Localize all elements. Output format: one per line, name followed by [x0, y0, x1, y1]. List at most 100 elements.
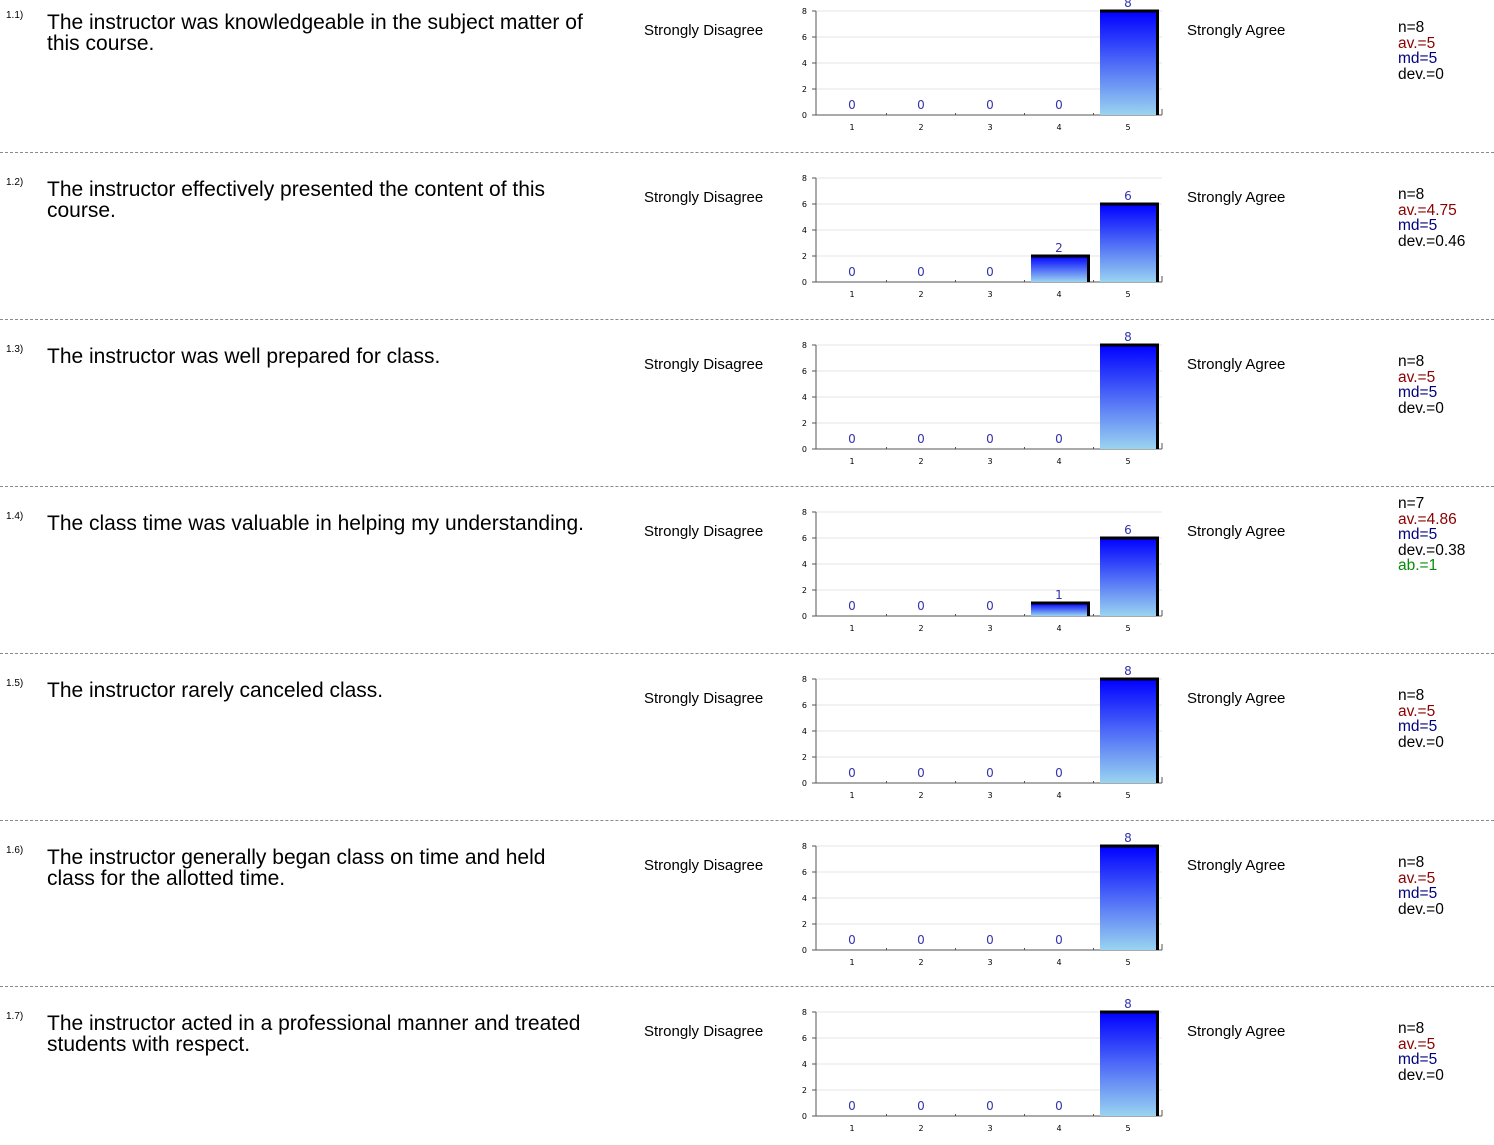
bar-value-label: 8: [1124, 664, 1132, 678]
scale-right-label: Strongly Agree: [1187, 690, 1286, 707]
y-tick-label: 6: [802, 1034, 807, 1043]
x-tick-label: 5: [1125, 958, 1130, 967]
bar-value-label: 0: [917, 766, 925, 780]
scale-left-label: Strongly Disagree: [644, 1023, 764, 1040]
question-number: 1.6): [6, 845, 24, 856]
x-tick-label: 1: [849, 1124, 854, 1133]
scale-left-label: Strongly Disagree: [644, 22, 764, 39]
separator: [0, 319, 1494, 320]
bar-value-label: 0: [1055, 766, 1063, 780]
bar: [1100, 846, 1156, 950]
question-row: 1.3) The instructor was well prepared fo…: [0, 330, 1494, 501]
scale-right-label: Strongly Agree: [1187, 857, 1286, 874]
x-tick-label: 5: [1125, 290, 1130, 299]
stat-deviation: dev.=0.38: [1398, 541, 1466, 559]
x-tick-label: 1: [849, 791, 854, 800]
scale-left-label: Strongly Disagree: [644, 690, 764, 707]
scale-left-label: Strongly Disagree: [644, 189, 764, 206]
y-tick-label: 2: [802, 1086, 807, 1095]
y-tick-label: 8: [802, 842, 807, 851]
bar-value-label: 0: [1055, 432, 1063, 446]
scale-right-label: Strongly Agree: [1187, 356, 1286, 373]
bar: [1100, 345, 1156, 449]
x-tick-label: 3: [987, 457, 992, 466]
x-tick-label: 5: [1125, 123, 1130, 132]
stat-average: av.=5: [1398, 368, 1436, 386]
bar-value-label: 6: [1124, 523, 1132, 537]
x-tick-label: 3: [987, 791, 992, 800]
x-tick-label: 4: [1056, 457, 1061, 466]
stats-block: n=8 av.=5 md=5 dev.=0: [1398, 855, 1444, 917]
x-tick-label: 1: [849, 290, 854, 299]
bar-value-label: 8: [1124, 831, 1132, 845]
stat-deviation: dev.=0.46: [1398, 232, 1466, 250]
scale-right-label: Strongly Agree: [1187, 523, 1286, 540]
x-tick-label: 5: [1125, 624, 1130, 633]
x-tick-label: 2: [918, 958, 923, 967]
x-tick-label: 2: [918, 290, 923, 299]
question-number: 1.7): [6, 1011, 24, 1022]
y-tick-label: 0: [802, 1112, 807, 1121]
bar-chart: 0 2 4 6 8 0 1 0 2 0 3 0 4 8 5: [802, 997, 1163, 1133]
x-tick-label: 5: [1125, 1124, 1130, 1133]
bar-value-label: 0: [917, 98, 925, 112]
bar-value-label: 0: [917, 599, 925, 613]
bar-value-label: 0: [986, 933, 994, 947]
y-tick-label: 6: [802, 868, 807, 877]
x-tick-label: 1: [849, 958, 854, 967]
x-tick-label: 3: [987, 958, 992, 967]
bar-chart: 0 2 4 6 8 0 1 0 2 0 3 0 4 8 5: [802, 664, 1163, 800]
y-tick-label: 0: [802, 946, 807, 955]
bar-value-label: 0: [986, 265, 994, 279]
bar-value-label: 6: [1124, 189, 1132, 203]
y-tick-label: 4: [802, 1060, 807, 1069]
bar-value-label: 0: [917, 933, 925, 947]
stat-median: md=5: [1398, 384, 1438, 401]
question-text: The class time was valuable in helping m…: [47, 512, 584, 535]
x-tick-label: 3: [987, 624, 992, 633]
x-tick-label: 1: [849, 624, 854, 633]
x-tick-label: 4: [1056, 123, 1061, 132]
bar-value-label: 2: [1055, 241, 1063, 255]
question-number: 1.1): [6, 10, 24, 21]
y-tick-label: 8: [802, 174, 807, 183]
stat-deviation: dev.=0: [1398, 900, 1444, 918]
question-text: The instructor acted in a professional m…: [47, 1012, 581, 1056]
bar: [1100, 538, 1156, 616]
bar: [1100, 204, 1156, 282]
x-tick-label: 3: [987, 1124, 992, 1133]
y-tick-label: 6: [802, 33, 807, 42]
stat-median: md=5: [1398, 885, 1438, 902]
stat-n: n=8: [1398, 353, 1425, 370]
y-tick-label: 2: [802, 586, 807, 595]
x-tick-label: 4: [1056, 290, 1061, 299]
bar-chart: 0 2 4 6 8 0 1 0 2 0 3 2 4 6 5: [802, 174, 1163, 299]
bar-value-label: 0: [986, 1099, 994, 1113]
y-tick-label: 4: [802, 727, 807, 736]
bar-value-label: 0: [848, 599, 856, 613]
y-tick-label: 4: [802, 59, 807, 68]
y-tick-label: 8: [802, 675, 807, 684]
y-tick-label: 6: [802, 200, 807, 209]
stat-average: av.=4.75: [1398, 201, 1457, 219]
x-tick-label: 1: [849, 123, 854, 132]
y-tick-label: 2: [802, 419, 807, 428]
question-row: 1.5) The instructor rarely canceled clas…: [0, 664, 1494, 835]
scale-left-label: Strongly Disagree: [644, 356, 764, 373]
stat-average: av.=5: [1398, 869, 1436, 887]
bar-value-label: 0: [917, 1099, 925, 1113]
y-tick-label: 2: [802, 753, 807, 762]
bar-chart: 0 2 4 6 8 0 1 0 2 0 3 0 4 8 5: [802, 0, 1163, 132]
stats-block: n=7 av.=4.86 md=5 dev.=0.38 ab.=1: [1398, 496, 1465, 574]
bar: [1031, 256, 1087, 282]
bar-value-label: 0: [986, 98, 994, 112]
scale-right-label: Strongly Agree: [1187, 22, 1286, 39]
question-text: The instructor rarely canceled class.: [47, 679, 384, 702]
y-tick-label: 4: [802, 560, 807, 569]
question-row: 1.1) The instructor was knowledgeable in…: [0, 0, 1494, 167]
stats-block: n=8 av.=5 md=5 dev.=0: [1398, 1021, 1444, 1083]
bar-value-label: 0: [1055, 933, 1063, 947]
stat-n: n=8: [1398, 186, 1425, 203]
question-text: The instructor generally began class on …: [47, 846, 546, 890]
